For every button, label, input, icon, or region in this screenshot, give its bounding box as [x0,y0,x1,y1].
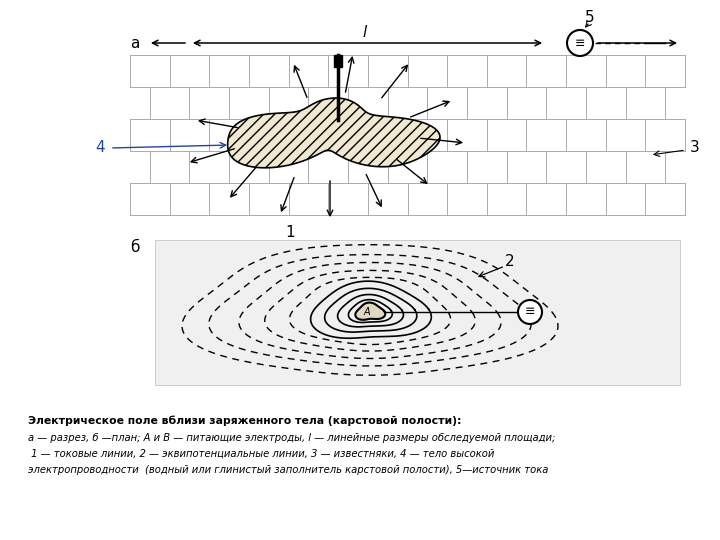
Text: ≡: ≡ [525,306,535,319]
Text: 5: 5 [585,10,595,25]
Text: l: l [363,25,367,40]
Circle shape [518,300,542,324]
Bar [155,240,680,385]
Text: б: б [130,240,140,255]
Text: а: а [130,36,140,51]
Text: 3: 3 [690,140,700,156]
Text: электропроводности  (водный или глинистый заполнитель карстовой полости), 5—исто: электропроводности (водный или глинистый… [28,465,549,475]
Text: 2: 2 [505,254,515,269]
Text: 1: 1 [285,225,294,240]
Text: а — разрез, б —план; А и В — питающие электроды, l — линейные размеры обследуемо: а — разрез, б —план; А и В — питающие эл… [28,433,555,443]
Text: A: A [364,307,370,317]
Text: 4: 4 [95,140,105,156]
Text: Электрическое поле вблизи заряженного тела (карстовой полости):: Электрическое поле вблизи заряженного те… [28,415,462,426]
Circle shape [567,30,593,56]
Polygon shape [356,302,385,320]
Bar [334,55,342,67]
Text: ≡: ≡ [575,37,585,50]
Polygon shape [228,98,440,168]
Text: 1 — токовые линии, 2 — эквипотенциальные линии, 3 — известняки, 4 — тело высокой: 1 — токовые линии, 2 — эквипотенциальные… [28,449,495,459]
